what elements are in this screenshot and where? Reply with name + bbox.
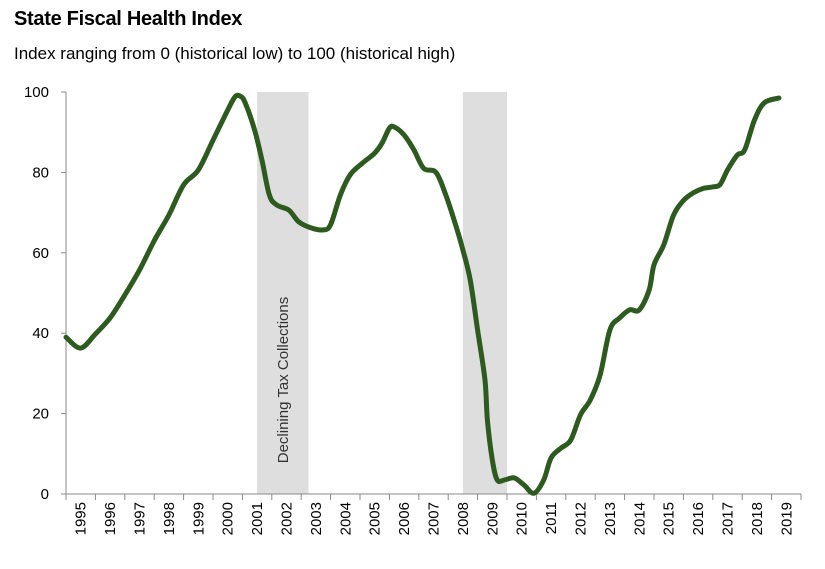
- x-tick-label: 2000: [220, 502, 237, 535]
- x-tick-label: 1999: [190, 502, 207, 535]
- x-tick-label: 2009: [484, 502, 501, 535]
- chart-subtitle: Index ranging from 0 (historical low) to…: [14, 44, 456, 63]
- x-tick-label: 1997: [132, 502, 149, 535]
- shaded-period-label: Declining Tax Collections: [275, 297, 292, 463]
- x-tick-label: 2008: [455, 502, 472, 535]
- x-tick-label: 1995: [73, 502, 90, 535]
- y-tick-label: 20: [32, 406, 49, 423]
- x-tick-label: 2016: [690, 502, 707, 535]
- x-tick-label: 2005: [367, 502, 384, 535]
- x-tick-label: 2010: [514, 502, 531, 535]
- y-tick-label: 100: [24, 84, 49, 101]
- shaded-period: [257, 92, 309, 494]
- y-tick-label: 40: [32, 325, 49, 342]
- x-tick-label: 2003: [308, 502, 325, 535]
- y-tick-label: 80: [32, 164, 49, 181]
- x-tick-label: 2002: [279, 502, 296, 535]
- x-tick-label: 1998: [161, 502, 178, 535]
- x-tick-label: 2018: [749, 502, 766, 535]
- x-tick-label: 2015: [661, 502, 678, 535]
- x-tick-label: 2001: [249, 502, 266, 535]
- x-tick-label: 2019: [778, 502, 795, 535]
- x-tick-label: 2012: [573, 502, 590, 535]
- x-tick-label: 1996: [102, 502, 119, 535]
- x-tick-label: 2013: [602, 502, 619, 535]
- y-tick-label: 60: [32, 245, 49, 262]
- x-tick-label: 2014: [631, 502, 648, 535]
- x-tick-label: 2006: [396, 502, 413, 535]
- x-tick-label: 2004: [337, 502, 354, 535]
- x-tick-label: 2011: [543, 502, 560, 534]
- x-tick-label: 2017: [720, 502, 737, 535]
- x-tick-label: 2007: [426, 502, 443, 535]
- y-tick-label: 0: [41, 486, 49, 503]
- chart-title: State Fiscal Health Index: [14, 8, 243, 30]
- shaded-period: [462, 92, 507, 494]
- index-line: [63, 92, 782, 496]
